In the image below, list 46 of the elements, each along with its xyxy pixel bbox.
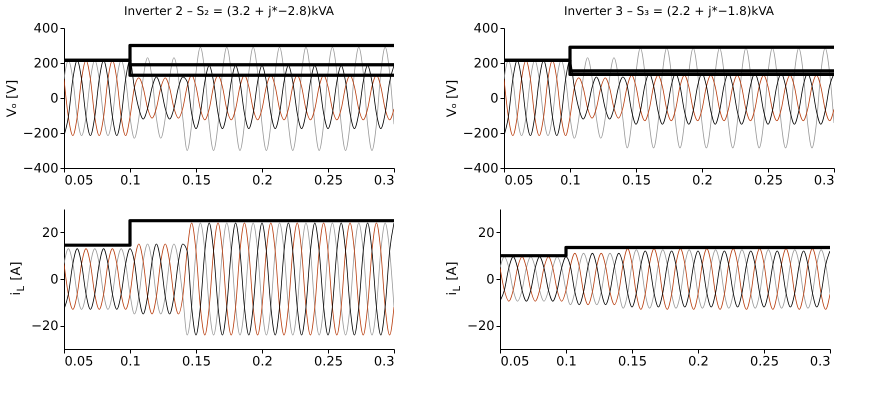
y-axis-title: Vₒ [V]: [444, 80, 460, 118]
x-tick-label: 0.25: [314, 354, 343, 370]
x-tick-label: 0.05: [64, 174, 94, 188]
x-tick-label: 0.05: [64, 354, 94, 370]
y-axis-title: Vₒ [V]: [4, 80, 20, 118]
x-tick-label: 0.2: [252, 354, 273, 370]
x-tick-label: 0.15: [622, 174, 651, 188]
y-axis-title: iL [A]: [9, 262, 27, 296]
chart-title: Inverter 3 – S₃ = (2.2 + j*−1.8)kVA: [564, 4, 775, 18]
y-axis-title: iL [A]: [445, 262, 463, 296]
y-tick-label: 20: [42, 226, 58, 241]
y-tick-label: −20: [31, 319, 58, 334]
x-tick-label: 0.3: [810, 354, 830, 370]
x-tick-label: 0.3: [374, 174, 394, 188]
x-tick-label: 0.15: [618, 354, 647, 370]
y-tick-label: −200: [22, 126, 58, 142]
x-tick-label: 0.15: [182, 354, 211, 370]
x-tick-label: 0.1: [120, 174, 141, 188]
y-tick-label: −20: [467, 319, 494, 334]
x-tick-label: 0.1: [556, 354, 577, 370]
x-tick-label: 0.25: [750, 354, 779, 370]
x-tick-label: 0.2: [692, 174, 713, 188]
y-tick-label: 400: [474, 22, 498, 36]
x-tick-label: 0.15: [182, 174, 211, 188]
y-tick-label: 20: [478, 226, 494, 241]
y-tick-label: −400: [22, 162, 58, 176]
x-tick-label: 0.1: [120, 354, 141, 370]
y-tick-label: 400: [34, 22, 58, 36]
y-tick-label: 200: [34, 56, 58, 72]
x-tick-label: 0.3: [814, 174, 834, 188]
y-tick-label: −400: [462, 162, 498, 176]
y-tick-label: 0: [486, 272, 494, 288]
x-tick-label: 0.1: [560, 174, 581, 188]
x-tick-label: 0.05: [504, 174, 534, 188]
y-tick-label: −200: [462, 126, 498, 142]
chart-title: Inverter 2 – S₂ = (3.2 + j*−2.8)kVA: [124, 4, 335, 18]
x-tick-label: 0.25: [754, 174, 783, 188]
y-tick-label: 200: [474, 56, 498, 72]
x-tick-label: 0.05: [500, 354, 530, 370]
x-tick-label: 0.2: [688, 354, 709, 370]
y-tick-label: 0: [50, 272, 58, 288]
x-tick-label: 0.3: [374, 354, 394, 370]
x-tick-label: 0.2: [252, 174, 273, 188]
y-tick-label: 0: [50, 92, 58, 106]
y-tick-label: 0: [490, 92, 498, 106]
x-tick-label: 0.25: [314, 174, 343, 188]
